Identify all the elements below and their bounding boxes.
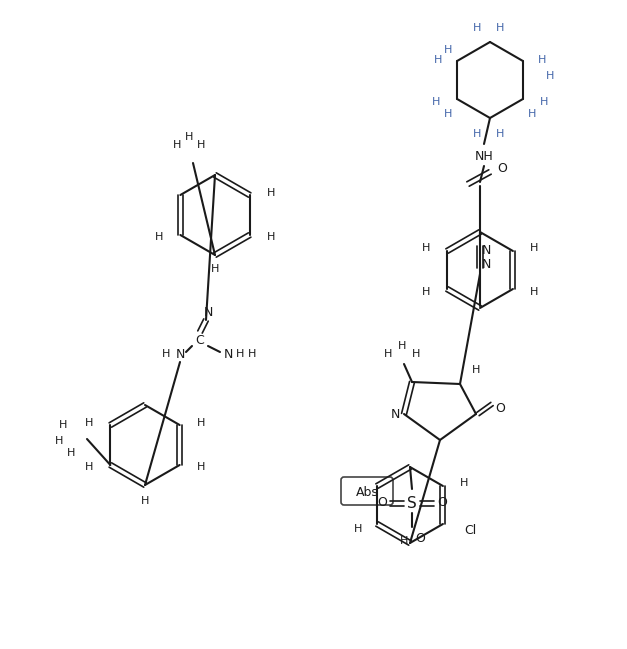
Text: O: O bbox=[437, 496, 447, 509]
Text: H: H bbox=[444, 109, 452, 119]
Text: H: H bbox=[422, 287, 430, 297]
Text: N: N bbox=[482, 258, 491, 271]
Text: H: H bbox=[546, 71, 554, 81]
Text: H: H bbox=[412, 349, 420, 359]
Text: H: H bbox=[530, 243, 538, 253]
Text: H: H bbox=[267, 232, 275, 242]
Text: H: H bbox=[162, 349, 170, 359]
Text: N: N bbox=[176, 347, 185, 360]
Text: O: O bbox=[495, 402, 505, 415]
Text: H: H bbox=[85, 418, 93, 428]
Text: H: H bbox=[267, 188, 275, 198]
Text: H: H bbox=[496, 23, 504, 33]
Text: H: H bbox=[434, 55, 442, 65]
Text: H: H bbox=[528, 109, 536, 119]
Text: N: N bbox=[391, 408, 399, 421]
Text: C: C bbox=[196, 334, 204, 347]
Text: Cl: Cl bbox=[464, 524, 476, 537]
Text: H: H bbox=[141, 496, 149, 506]
Text: H: H bbox=[59, 420, 67, 430]
Text: H: H bbox=[538, 55, 546, 65]
Text: H: H bbox=[540, 97, 548, 107]
Text: H: H bbox=[197, 140, 205, 150]
Text: H: H bbox=[85, 462, 93, 472]
Text: H: H bbox=[155, 232, 163, 242]
Text: H: H bbox=[197, 418, 205, 428]
Text: S: S bbox=[407, 495, 417, 511]
Text: N: N bbox=[203, 306, 213, 319]
FancyBboxPatch shape bbox=[341, 477, 393, 505]
Text: NH: NH bbox=[475, 151, 493, 164]
Text: H: H bbox=[173, 140, 181, 150]
Text: H: H bbox=[384, 349, 392, 359]
Text: H: H bbox=[55, 436, 63, 446]
Text: H: H bbox=[444, 45, 452, 55]
Text: N: N bbox=[482, 243, 491, 256]
Text: H: H bbox=[496, 129, 504, 139]
Text: H: H bbox=[236, 349, 244, 359]
Text: O: O bbox=[497, 162, 507, 175]
Text: H: H bbox=[185, 132, 193, 142]
Text: H: H bbox=[211, 264, 219, 274]
Text: H: H bbox=[473, 23, 481, 33]
Text: O: O bbox=[377, 496, 387, 509]
Text: H: H bbox=[398, 341, 406, 351]
Text: N: N bbox=[223, 347, 233, 360]
Text: O: O bbox=[415, 532, 425, 546]
Text: H: H bbox=[354, 524, 362, 534]
Text: H: H bbox=[248, 349, 256, 359]
Text: H: H bbox=[460, 478, 468, 488]
Text: H: H bbox=[422, 243, 430, 253]
Text: H: H bbox=[400, 536, 408, 546]
Text: H: H bbox=[432, 97, 440, 107]
Text: H: H bbox=[197, 462, 205, 472]
Text: H: H bbox=[67, 448, 75, 458]
Text: H: H bbox=[472, 365, 480, 375]
Text: Abs: Abs bbox=[356, 485, 379, 498]
Text: H: H bbox=[530, 287, 538, 297]
Text: H: H bbox=[473, 129, 481, 139]
